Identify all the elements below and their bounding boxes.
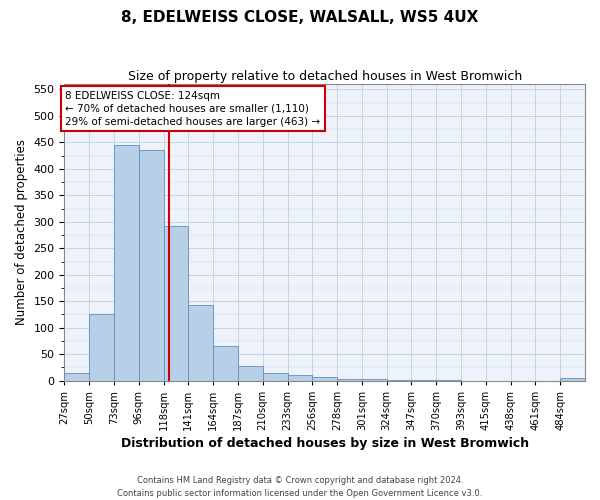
Bar bbox=[213, 346, 238, 380]
Bar bbox=[64, 373, 89, 380]
Bar bbox=[139, 150, 164, 380]
Bar bbox=[114, 145, 139, 380]
Y-axis label: Number of detached properties: Number of detached properties bbox=[15, 140, 28, 326]
Bar bbox=[238, 366, 263, 380]
Bar bbox=[89, 314, 114, 380]
X-axis label: Distribution of detached houses by size in West Bromwich: Distribution of detached houses by size … bbox=[121, 437, 529, 450]
Text: Contains HM Land Registry data © Crown copyright and database right 2024.
Contai: Contains HM Land Registry data © Crown c… bbox=[118, 476, 482, 498]
Text: 8, EDELWEISS CLOSE, WALSALL, WS5 4UX: 8, EDELWEISS CLOSE, WALSALL, WS5 4UX bbox=[121, 10, 479, 25]
Bar bbox=[188, 305, 213, 380]
Bar bbox=[164, 226, 188, 380]
Bar bbox=[263, 372, 287, 380]
Bar bbox=[287, 376, 313, 380]
Bar bbox=[560, 378, 585, 380]
Bar bbox=[313, 377, 337, 380]
Bar bbox=[362, 379, 386, 380]
Title: Size of property relative to detached houses in West Bromwich: Size of property relative to detached ho… bbox=[128, 70, 522, 83]
Bar bbox=[337, 378, 362, 380]
Text: 8 EDELWEISS CLOSE: 124sqm
← 70% of detached houses are smaller (1,110)
29% of se: 8 EDELWEISS CLOSE: 124sqm ← 70% of detac… bbox=[65, 90, 320, 127]
